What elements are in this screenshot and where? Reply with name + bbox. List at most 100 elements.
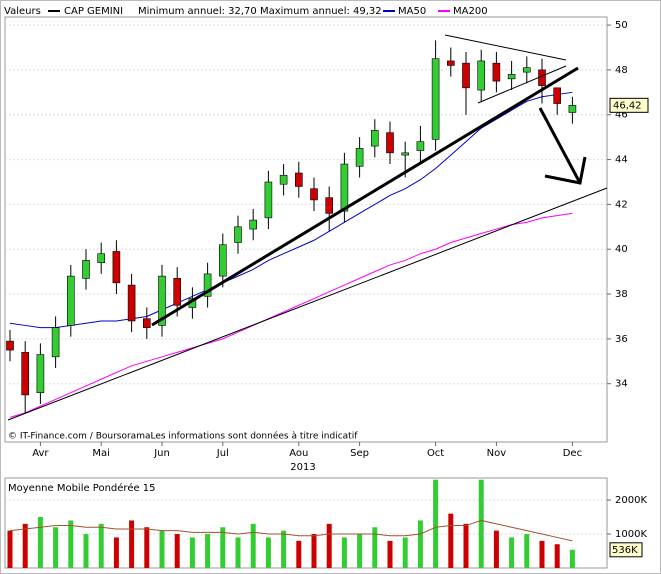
volume-bar: [402, 537, 408, 568]
last-volume-box: [609, 542, 643, 558]
volume-bar: [281, 530, 287, 568]
candle-body: [386, 132, 394, 154]
volume-bar: [509, 537, 515, 568]
candle-body: [173, 278, 181, 306]
candle-body: [507, 74, 516, 80]
candle-body: [492, 62, 501, 82]
x-axis-label: 2013: [290, 462, 315, 473]
volume-bar: [98, 523, 104, 568]
candle-body: [234, 226, 242, 243]
volume-bar: [341, 537, 347, 568]
annual-range: Minimum annuel: 32,70 Maximum annuel: 49…: [138, 6, 382, 17]
volume-bar: [554, 544, 560, 568]
candle-body: [310, 188, 318, 201]
candle-body: [36, 354, 45, 393]
candle-body: [294, 172, 303, 187]
candle-body: [325, 197, 334, 214]
last-price-label: 46,42: [613, 100, 642, 111]
arrow: [538, 107, 582, 184]
x-tick-label: Oct: [427, 448, 444, 459]
candle-body: [279, 174, 288, 185]
candle-body: [431, 58, 440, 140]
candle-body: [340, 163, 349, 212]
volume-bar: [220, 527, 226, 568]
volume-bar: [7, 530, 13, 568]
volume-bar: [22, 523, 28, 568]
y-tick-label: 1000K: [615, 529, 647, 540]
candle-body: [370, 130, 379, 147]
volume-bar: [250, 523, 256, 568]
volume-bar: [296, 540, 302, 568]
volume-bar: [53, 527, 59, 568]
volume-bar: [265, 537, 271, 568]
volume-ma-line: [9, 519, 573, 542]
volume-bar: [387, 540, 393, 568]
candle-body: [219, 244, 227, 277]
x-tick-label: Mai: [92, 448, 110, 459]
volume-bar: [83, 534, 89, 568]
candle-body: [355, 148, 364, 167]
volume-bar: [159, 530, 165, 568]
y-tick-label: 46: [615, 110, 628, 121]
y-tick-label: 44: [615, 155, 628, 166]
trend-drawings: [7, 34, 608, 421]
candle-body: [6, 340, 14, 351]
y-tick-label: 50: [615, 20, 628, 31]
last-price-box: [609, 97, 649, 113]
x-tick-label: Jul: [216, 448, 229, 459]
volume-bar: [463, 523, 469, 568]
candle-body: [51, 327, 60, 358]
candle-body: [462, 62, 470, 89]
ma-line: [9, 91, 573, 329]
candle-body: [401, 152, 410, 156]
triangle-line: [477, 65, 567, 104]
volume-bar: [326, 523, 332, 568]
arrow-head: [544, 156, 587, 185]
legend-entry: MA200: [453, 6, 488, 17]
candle-body: [127, 284, 136, 322]
candle-body: [82, 260, 90, 279]
volume-bar: [144, 527, 150, 568]
x-tick-label: Jun: [153, 448, 170, 459]
volume-bar: [37, 517, 43, 568]
candle-body: [143, 318, 151, 328]
volume-bar: [478, 479, 484, 568]
volume-bar: [569, 549, 575, 568]
volume-panel: [4, 477, 608, 569]
ma-line: [9, 212, 573, 418]
price-panel: [4, 16, 608, 443]
volume-bar: [372, 527, 378, 568]
y-tick-label: 42: [615, 199, 628, 210]
y-tick-label: 38: [615, 289, 628, 300]
legend: Valeurs CAP GEMINI Minimum annuel: 32,70…: [4, 6, 488, 17]
x-tick-label: Aou: [289, 448, 308, 459]
y-tick-label: 34: [615, 379, 628, 390]
candle-body: [203, 273, 212, 297]
last-volume-label: 536K: [612, 545, 638, 556]
volume-bar: [448, 513, 454, 568]
volume-bar: [129, 520, 135, 568]
legend-label: Valeurs: [4, 6, 41, 17]
x-tick-label: Avr: [32, 448, 49, 459]
trend-line: [7, 187, 608, 421]
candle-body: [568, 105, 577, 113]
candle-body: [522, 67, 531, 73]
candle-body: [249, 219, 257, 230]
x-tick-label: Dec: [563, 448, 582, 459]
volume-bar: [235, 537, 241, 568]
volume-title: Moyenne Mobile Pondérée 15: [8, 482, 156, 494]
legend-entry: MA50: [398, 6, 426, 17]
y-tick-label: 48: [615, 65, 628, 76]
volume-bar: [205, 534, 211, 568]
candle-body: [538, 69, 546, 86]
candle-body: [416, 141, 425, 151]
source-note: © IT-Finance.com / BoursoramaLes informa…: [8, 431, 358, 442]
candle-body: [446, 60, 455, 66]
volume-bar: [539, 540, 545, 568]
volume-bar: [311, 534, 317, 568]
candle-body: [67, 275, 75, 326]
volume-bar: [417, 520, 423, 568]
y-tick-label: 36: [615, 334, 628, 345]
